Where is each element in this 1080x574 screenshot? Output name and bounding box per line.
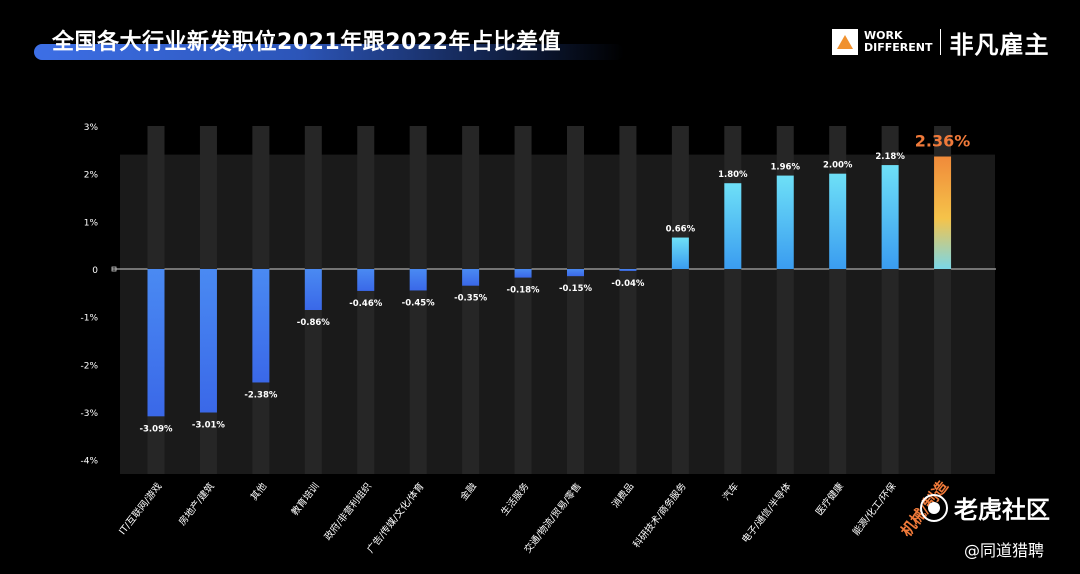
y-tick-label: -1% — [80, 314, 98, 324]
x-category-label: 教育培训 — [289, 480, 322, 517]
x-category-label: 医疗健康 — [813, 480, 846, 518]
bar-value-label: -0.18% — [507, 286, 540, 296]
plot-background — [120, 154, 995, 475]
bar-value-label: -0.86% — [297, 318, 330, 328]
y-tick-label: -2% — [80, 361, 98, 371]
bar — [567, 269, 584, 277]
bar-value-label: -3.01% — [192, 421, 225, 431]
community-watermark: 老虎社区 — [920, 490, 1050, 525]
x-category-label: 能源/化工/环保 — [850, 480, 899, 538]
work-different-logo: WORK DIFFERENT 非凡雇主 — [832, 26, 1050, 59]
y-tick-label: -3% — [80, 409, 98, 419]
community-watermark-text: 老虎社区 — [954, 496, 1050, 524]
bar-track — [357, 126, 375, 474]
x-category-label: 交通/物流/贸易/零售 — [522, 480, 584, 555]
bar-track — [462, 126, 480, 474]
bar — [357, 269, 375, 291]
bar-value-label: -0.46% — [349, 299, 382, 309]
logo-line1: WORK — [864, 29, 903, 42]
bar — [514, 269, 532, 278]
y-tick-label: 1% — [84, 218, 99, 228]
bar — [304, 269, 322, 311]
x-category-label: 科研技术/商务服务 — [631, 480, 690, 550]
triangle-logo-icon — [832, 29, 858, 55]
bar-value-label: 1.80% — [718, 170, 748, 180]
bar-value-label: 1.96% — [771, 163, 801, 173]
bar — [147, 269, 165, 417]
x-category-label: 汽车 — [720, 480, 741, 502]
logo-brand-cn: 非凡雇主 — [949, 30, 1050, 59]
logo-divider — [940, 29, 942, 55]
y-tick-label: 2% — [84, 171, 99, 181]
logo-wordmark: WORK DIFFERENT — [864, 30, 932, 54]
bar-track — [567, 126, 584, 474]
title-banner: 全国各大行业新发职位2021年跟2022年占比差值 — [34, 20, 624, 60]
y-tick-label: 3% — [84, 123, 99, 133]
bar-track — [514, 126, 532, 474]
title-underline — [34, 44, 624, 60]
bar-value-label: 2.00% — [823, 161, 853, 171]
x-category-label: 广告/传媒/文化/体育 — [364, 480, 426, 555]
bar — [724, 183, 742, 270]
bar-value-label: 2.18% — [875, 152, 905, 162]
x-category-label: IT/互联网/游戏 — [116, 480, 164, 537]
x-category-label: 消费品 — [609, 480, 636, 510]
x-category-label: 电子/通信/半导体 — [739, 480, 794, 545]
bar-track — [619, 126, 637, 474]
logo-line2: DIFFERENT — [864, 41, 933, 54]
x-category-label: 房地产/建筑 — [176, 480, 217, 528]
bar-track — [409, 126, 427, 474]
bar — [252, 269, 270, 383]
community-logo-icon — [920, 493, 948, 522]
handle-watermark: @同道猎聘 — [964, 541, 1045, 560]
baseline-marker — [111, 266, 117, 272]
y-tick-label: 0 — [92, 266, 98, 276]
bar — [409, 269, 427, 291]
x-category-label: 其他 — [248, 480, 269, 503]
bar — [199, 269, 217, 413]
highlight-bar — [934, 156, 952, 270]
chart-title: 全国各大行业新发职位2021年跟2022年占比差值 — [52, 30, 561, 55]
bar-value-label: 0.66% — [666, 225, 696, 235]
bar — [829, 173, 847, 270]
bar-value-label: -3.09% — [139, 424, 172, 434]
x-category-label: 政府/非营利组织 — [322, 480, 374, 542]
x-category-label: 金融 — [458, 480, 479, 503]
bar-track — [671, 126, 689, 474]
bar-value-label: 2.36% — [915, 132, 971, 151]
bar-value-label: -0.15% — [559, 284, 592, 294]
bar-value-label: -0.35% — [454, 294, 487, 304]
bar — [881, 165, 899, 270]
bar — [462, 269, 480, 286]
bar-value-label: -2.38% — [244, 390, 277, 400]
bar-value-label: -0.04% — [611, 279, 644, 289]
bar — [671, 237, 689, 270]
y-tick-label: -4% — [80, 457, 98, 467]
bar — [619, 269, 637, 271]
bar — [776, 175, 794, 270]
bar-value-label: -0.45% — [402, 298, 435, 308]
x-category-label: 生活服务 — [499, 480, 532, 518]
